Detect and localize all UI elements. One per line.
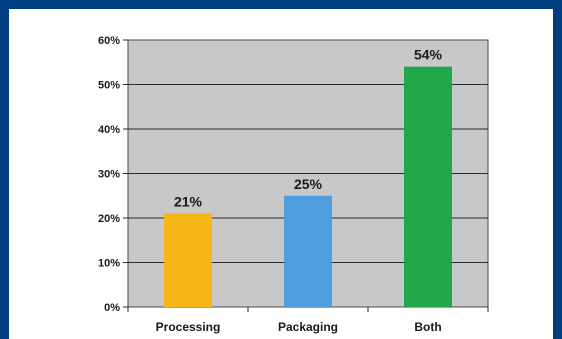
bar-processing [164, 213, 212, 307]
y-tick-label: 0% [104, 302, 120, 314]
x-tick-label-processing: Processing [156, 320, 221, 334]
y-axis: 0% 10% 20% 30% 40% 50% 60% [98, 35, 128, 314]
data-labels: 21% 25% 54% [174, 47, 443, 210]
bar-packaging [284, 195, 332, 307]
y-tick-label: 50% [98, 80, 120, 92]
y-tick-label: 60% [98, 35, 120, 47]
y-tick-label: 20% [98, 213, 120, 225]
bar-both [404, 66, 452, 307]
x-tick-label-both: Both [414, 320, 441, 334]
data-label-processing: 21% [174, 194, 203, 210]
x-tick-label-packaging: Packaging [278, 320, 338, 334]
y-tick-label: 40% [98, 124, 120, 136]
data-label-both: 54% [414, 47, 443, 63]
y-tick-label: 30% [98, 169, 120, 181]
data-label-packaging: 25% [294, 176, 323, 192]
y-tick-label: 10% [98, 258, 120, 270]
bars [164, 66, 452, 307]
x-axis: Processing Packaging Both [127, 307, 489, 334]
